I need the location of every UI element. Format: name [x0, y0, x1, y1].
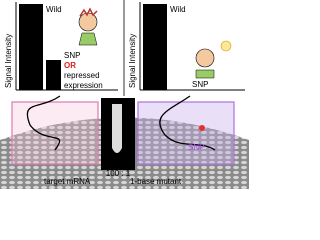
- ratio-label: 100 : 1: [106, 169, 131, 178]
- repressed-label: repressed: [64, 71, 100, 80]
- target-label: target mRNA: [44, 177, 91, 186]
- probe-strand: [26, 95, 61, 151]
- bar-label: Wild: [170, 5, 186, 14]
- left-panel: Signal Intensity Wild SNP OR repressed e…: [4, 2, 118, 91]
- bar-wild: [143, 4, 167, 90]
- expression-label: expression: [64, 81, 103, 90]
- or-label: OR: [64, 61, 76, 70]
- figure: Signal Intensity Wild SNP OR repressed e…: [0, 0, 249, 189]
- mutant-label: 1-base mutant: [130, 177, 182, 186]
- target-box: [11, 101, 99, 165]
- cartoon: [78, 7, 98, 46]
- bar-label: Wild: [46, 5, 62, 14]
- bar-snp: [46, 60, 61, 90]
- probe-strand: [159, 95, 216, 151]
- mutant-marker: [199, 125, 205, 131]
- axis-label: Signal Intensity: [4, 34, 13, 88]
- snp-label: SNP: [64, 51, 80, 60]
- cartoon: [195, 40, 232, 79]
- axis-label: Signal Intensity: [128, 34, 137, 88]
- mutant-box: [137, 101, 235, 165]
- bar-wild: [19, 4, 43, 90]
- snp-label: SNP: [192, 80, 208, 89]
- inner-snp-label: SNP: [188, 143, 204, 152]
- tube: [112, 104, 122, 153]
- right-panel: Signal Intensity Wild SNP: [128, 2, 245, 91]
